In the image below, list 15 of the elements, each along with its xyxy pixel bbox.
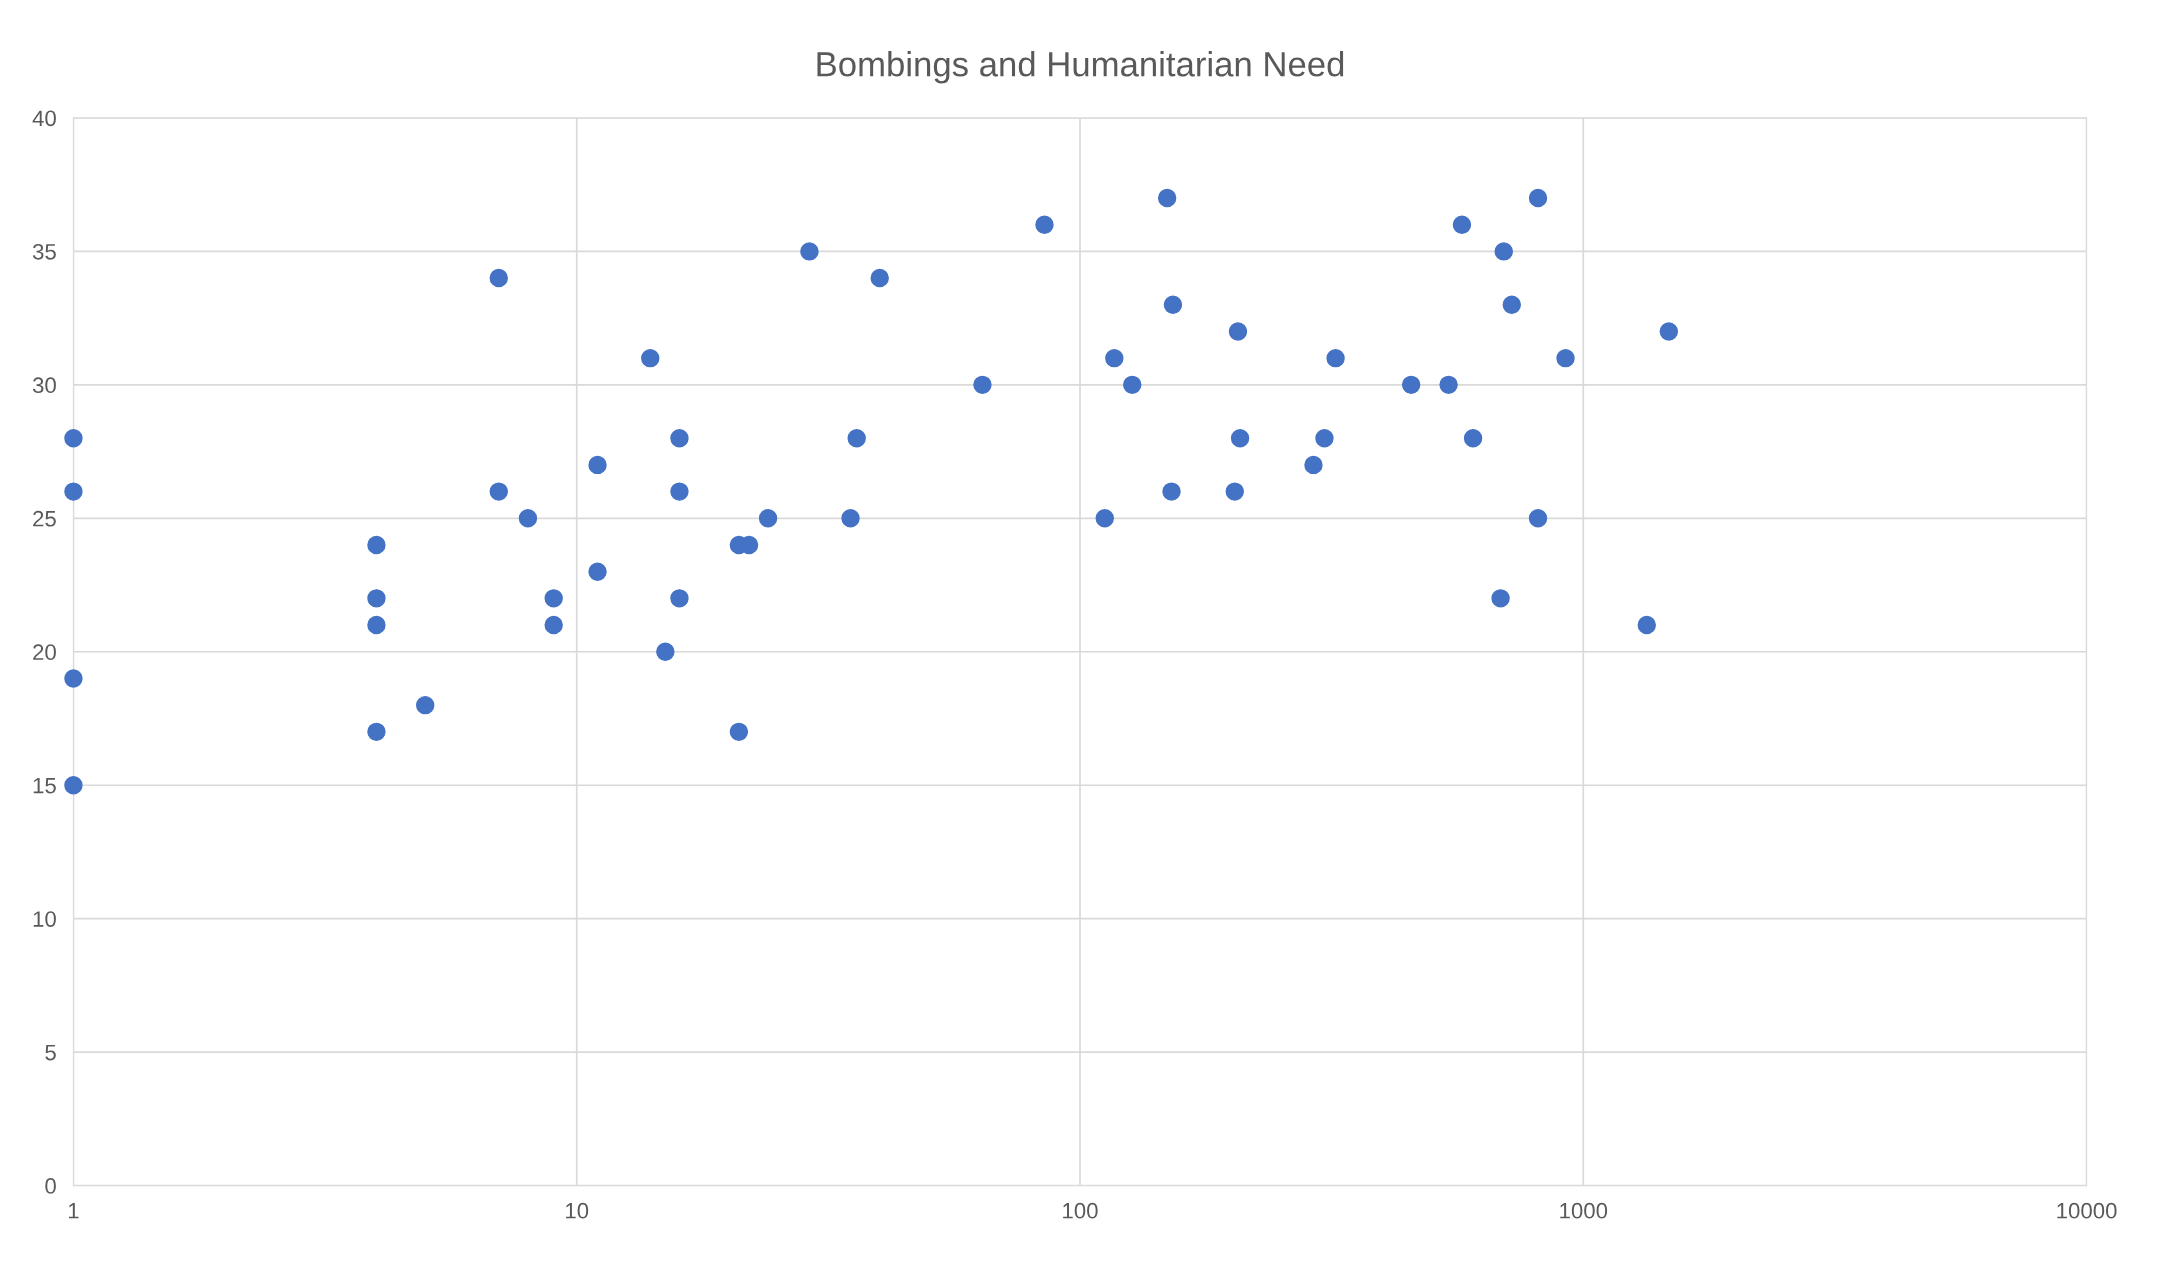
x-tick-label: 10 xyxy=(566,1202,589,1219)
y-tick-label: 20 xyxy=(33,644,56,661)
y-tick-label: 10 xyxy=(33,911,56,927)
y-tick-label: 15 xyxy=(33,777,56,794)
y-tick-label: 25 xyxy=(33,510,56,527)
y-tick-label: 0 xyxy=(45,1178,56,1194)
x-tick-label: 1000 xyxy=(1560,1202,1608,1219)
y-tick-label: 30 xyxy=(32,377,56,394)
y-tick-label: 35 xyxy=(32,243,56,260)
x-tick-label: 10000 xyxy=(2057,1202,2117,1219)
x-tick-label: 1 xyxy=(68,1203,79,1219)
y-tick-label: 40 xyxy=(32,110,56,127)
y-tick-label: 5 xyxy=(45,1044,56,1061)
chart-title: Bombings and Humanitarian Need xyxy=(817,51,1344,84)
x-tick-label: 100 xyxy=(1063,1202,1098,1219)
